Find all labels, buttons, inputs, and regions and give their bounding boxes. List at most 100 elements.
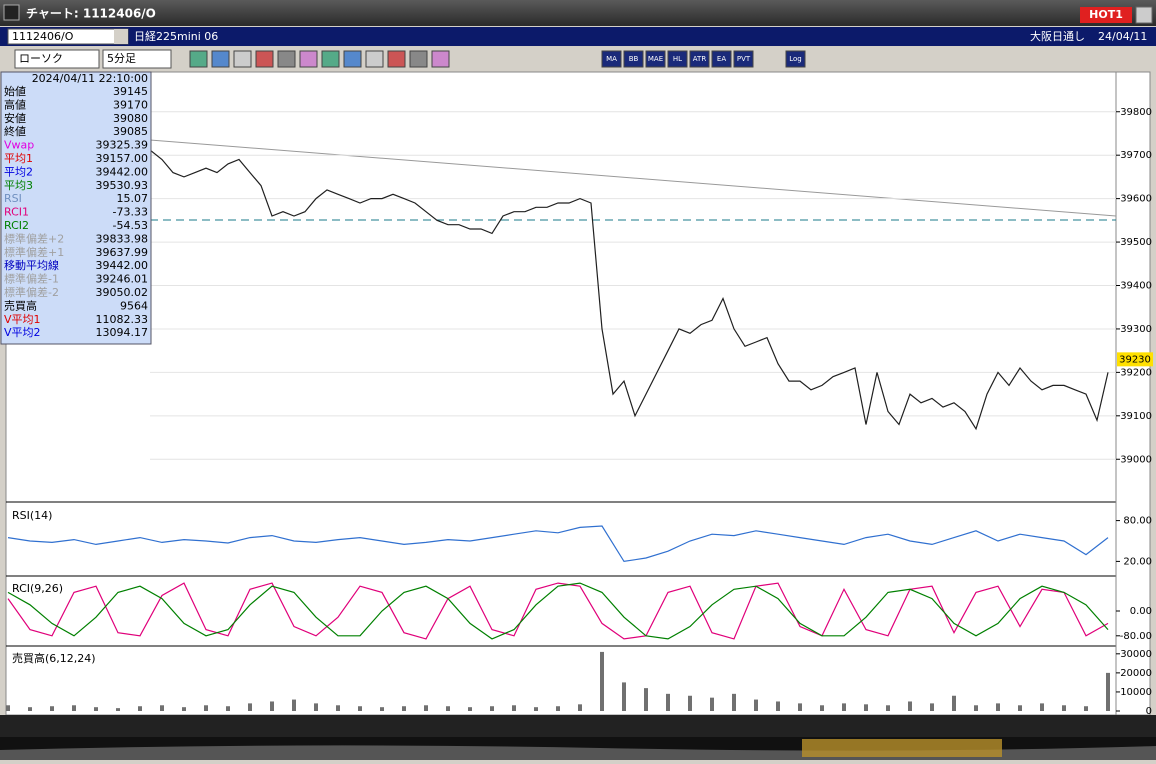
tool-icon[interactable] — [299, 50, 318, 68]
tool-button-label: PVT — [737, 55, 751, 63]
app-icon — [3, 4, 20, 21]
trend-line — [149, 139, 1117, 217]
last-price: 39230 — [1119, 354, 1151, 365]
close-button[interactable] — [1135, 6, 1153, 24]
tool-button[interactable] — [645, 50, 666, 68]
info-value: 39442.00 — [96, 165, 149, 178]
tool-button-label: HL — [673, 55, 682, 63]
tool-icon[interactable] — [321, 50, 340, 68]
info-label: 売買高 — [4, 298, 37, 312]
volume-bar — [28, 707, 32, 711]
info-label: RSI — [4, 192, 22, 205]
volume-bar — [534, 707, 538, 711]
tool-icon[interactable] — [387, 50, 406, 68]
info-label: 標準偏差-2 — [4, 285, 59, 299]
tool-icon[interactable] — [431, 50, 450, 68]
info-value: 39050.02 — [96, 286, 149, 299]
panel-title: RCI(9,26) — [12, 582, 63, 595]
tool-button[interactable] — [667, 50, 688, 68]
info-label: Vwap — [4, 139, 34, 152]
date-axis — [0, 715, 1156, 737]
volume-bar — [50, 706, 54, 711]
tool-button[interactable] — [785, 50, 806, 68]
y-tick-label: 0.00 — [1130, 606, 1152, 617]
panel-title: RSI(14) — [12, 509, 52, 522]
series-line — [7, 582, 1109, 640]
y-tick-label: 39200 — [1120, 367, 1152, 378]
info-label: 平均1 — [4, 152, 33, 165]
chart-type-select[interactable] — [14, 49, 100, 69]
hot-button[interactable] — [1080, 7, 1132, 23]
y-tick-label: 39600 — [1120, 194, 1152, 205]
tool-button[interactable] — [601, 50, 622, 68]
volume-bar — [886, 705, 890, 711]
tool-icon[interactable] — [255, 50, 274, 68]
volume-bar — [94, 707, 98, 711]
hot-label: HOT1 — [1089, 8, 1123, 21]
series-line — [7, 525, 1109, 563]
exchange: 大阪日通し — [1030, 29, 1085, 43]
info-label: V平均1 — [4, 313, 41, 326]
tool-icon[interactable] — [211, 50, 230, 68]
volume-bar — [380, 707, 384, 711]
y-tick-label: 20.00 — [1123, 556, 1152, 567]
info-bg — [0, 71, 152, 345]
info-label: 標準偏差+1 — [4, 245, 64, 259]
volume-bar — [336, 705, 340, 711]
volume-bar — [996, 703, 1000, 711]
y-tick-label: 39100 — [1120, 411, 1152, 422]
tool-button-label: Log — [789, 55, 802, 63]
volume-bar — [798, 703, 802, 711]
interval-select[interactable] — [102, 49, 172, 69]
volume-bar — [1018, 705, 1022, 711]
info-label: 移動平均線 — [4, 258, 59, 272]
tool-button-label: BB — [629, 55, 639, 63]
tool-icon[interactable] — [277, 50, 296, 68]
tool-icon[interactable] — [233, 50, 252, 68]
y-tick-label: 80.00 — [1123, 516, 1152, 527]
tool-button[interactable] — [623, 50, 644, 68]
info-value: 39170 — [113, 98, 148, 111]
tool-icon[interactable] — [409, 50, 428, 68]
dropdown[interactable] — [114, 29, 128, 44]
info-value: 39637.99 — [96, 246, 149, 259]
info-value: 9564 — [120, 299, 148, 312]
info-label: 平均2 — [4, 165, 33, 178]
y-tick-label: -80.00 — [1120, 631, 1152, 642]
volume-bar — [820, 705, 824, 711]
volume-bar — [974, 705, 978, 711]
y-tick-label: 30000 — [1120, 649, 1152, 660]
info-label: 標準偏差+2 — [4, 231, 64, 245]
volume-bar — [468, 707, 472, 711]
volume-bar — [226, 706, 230, 711]
info-value: 39085 — [113, 125, 148, 138]
volume-bar — [666, 693, 670, 711]
tool-button[interactable] — [733, 50, 754, 68]
info-value: 39080 — [113, 112, 148, 125]
info-value: -73.33 — [113, 206, 148, 219]
y-tick-label: 0 — [1146, 706, 1152, 717]
volume-bar — [600, 651, 604, 711]
info-value: 13094.17 — [96, 326, 149, 339]
interval: 5分足 — [107, 52, 136, 65]
symbol-bar — [0, 27, 1156, 46]
tool-icon[interactable] — [189, 50, 208, 68]
tool-button-label: ATR — [693, 55, 707, 63]
toolbar-buttons: MA BB MAE HL ATR EA PVT Log — [189, 50, 806, 68]
volume-bar — [688, 695, 692, 711]
tool-icon[interactable] — [365, 50, 384, 68]
tool-icon[interactable] — [343, 50, 362, 68]
volume-bar — [930, 703, 934, 711]
tool-button[interactable] — [689, 50, 710, 68]
info-label: 標準偏差-1 — [4, 272, 59, 286]
info-value: 39325.39 — [96, 139, 149, 152]
scroll-thumb[interactable] — [802, 739, 1002, 757]
date: 24/04/11 — [1098, 30, 1147, 43]
tool-button-label: EA — [717, 55, 726, 63]
volume-bar — [1062, 705, 1066, 711]
y-tick-label: 39500 — [1120, 237, 1152, 248]
tool-button[interactable] — [711, 50, 732, 68]
volume-bar — [1084, 706, 1088, 711]
volume-bar — [754, 699, 758, 711]
